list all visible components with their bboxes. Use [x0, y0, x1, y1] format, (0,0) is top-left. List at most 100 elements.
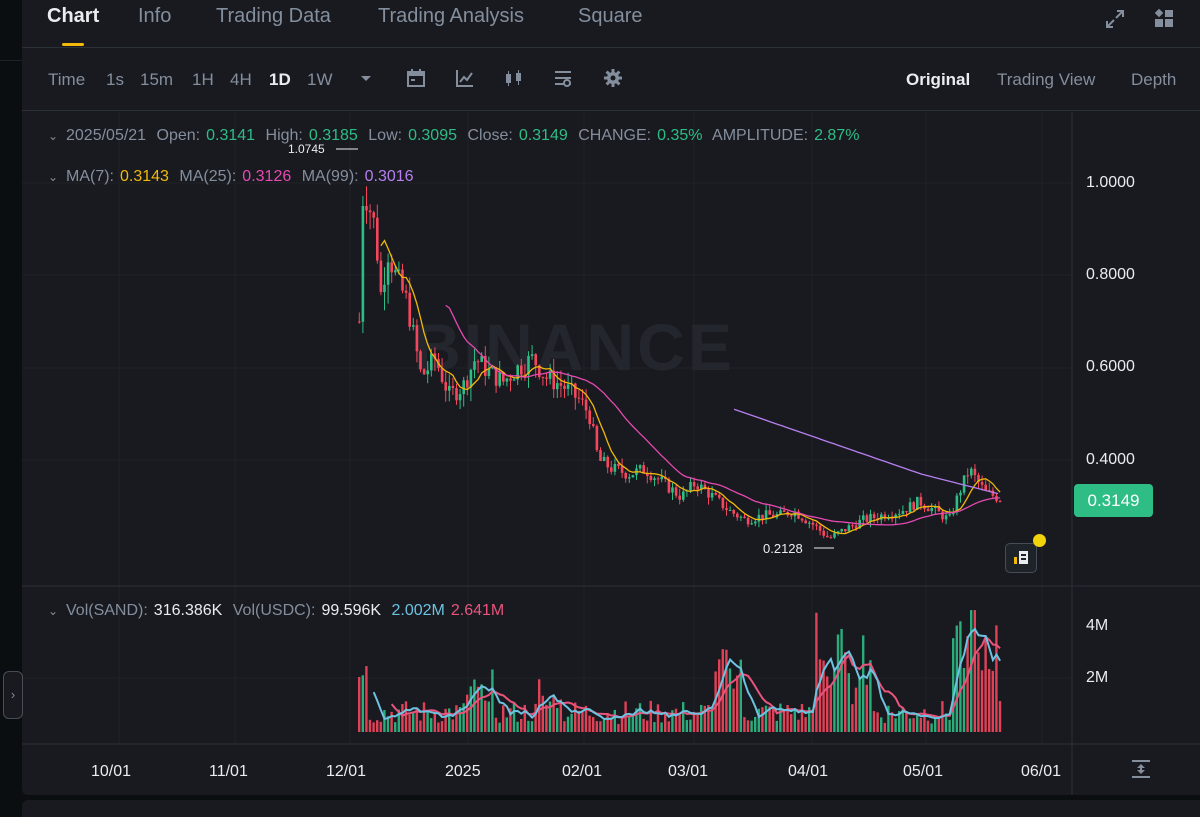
candle-body	[761, 514, 764, 520]
interval-15m[interactable]: 15m	[140, 70, 174, 89]
candle-body	[984, 484, 987, 491]
candle-body	[646, 473, 649, 476]
candle-body	[959, 492, 962, 496]
volume-bar	[527, 720, 530, 732]
candle-body	[790, 515, 793, 517]
volume-bar	[476, 686, 480, 732]
volume-bar	[840, 628, 843, 732]
collapse-caret-icon[interactable]: ⌄	[48, 129, 59, 143]
interval-1d[interactable]: 1D	[269, 70, 291, 89]
tab-info[interactable]: Info	[138, 5, 172, 27]
candle-body	[527, 355, 530, 375]
tab-bar: Chart Info Trading Data Trading Analysis…	[22, 0, 1200, 48]
fit-vertical-icon[interactable]	[1130, 758, 1152, 780]
volume-bar	[649, 700, 652, 732]
indicator-icon[interactable]	[455, 68, 475, 88]
candle-body	[358, 321, 361, 323]
interval-time[interactable]: Time	[48, 70, 86, 89]
volume-bar	[484, 700, 487, 732]
candle-body	[710, 492, 714, 498]
vol-usdc-value: 99.596K	[321, 602, 382, 619]
vol-ma2-value: 2.641M	[450, 602, 505, 619]
volume-bar	[653, 722, 656, 732]
vol-usdc-label: Vol(USDC):	[232, 602, 316, 619]
expand-sidebar-button[interactable]: ›	[3, 671, 23, 719]
volume-bars	[358, 610, 1002, 732]
view-original[interactable]: Original	[906, 70, 971, 89]
volume-bar	[498, 722, 501, 732]
volume-bar	[919, 717, 922, 732]
volume-bar	[793, 710, 796, 732]
view-depth[interactable]: Depth	[1131, 70, 1177, 89]
candle-body	[811, 522, 815, 525]
volume-bar	[610, 717, 613, 732]
candle-body	[624, 472, 627, 479]
candle-body	[649, 475, 653, 480]
volume-bar	[505, 717, 508, 732]
ohlc-legend: ⌄ 2025/05/21 Open: 0.3141 High: 0.3185 Low:…	[48, 127, 865, 145]
volume-bar	[502, 705, 505, 732]
candle-body	[440, 367, 444, 383]
candle-body	[520, 365, 523, 375]
candle-body	[944, 515, 948, 520]
tab-chart[interactable]: Chart	[47, 5, 100, 27]
candle-body	[376, 217, 379, 261]
candle-body	[750, 523, 753, 525]
order-book-button[interactable]	[1005, 543, 1037, 573]
interval-1s[interactable]: 1s	[106, 70, 124, 89]
tab-trading-data[interactable]: Trading Data	[216, 5, 331, 27]
volume-bar	[394, 722, 397, 732]
candle-body	[764, 510, 768, 520]
candle-body	[736, 513, 739, 518]
candle-body	[556, 383, 559, 390]
volume-bar	[710, 707, 714, 732]
collapse-caret-icon[interactable]: ⌄	[48, 170, 59, 184]
candle-body	[523, 374, 527, 376]
fullscreen-icon[interactable]	[1104, 8, 1126, 30]
candle-body	[872, 514, 876, 519]
candle-type-icon[interactable]	[504, 68, 524, 88]
volume-bar	[732, 688, 735, 732]
volume-bar	[937, 717, 940, 732]
candle-body	[901, 511, 905, 515]
tab-trading-analysis[interactable]: Trading Analysis	[378, 5, 524, 27]
volume-bar	[862, 635, 865, 732]
volume-bar	[826, 676, 829, 732]
volume-bar	[671, 710, 674, 732]
candle-body	[638, 465, 642, 469]
close-value: 0.3149	[518, 127, 568, 144]
price-tick: 0.4000	[1086, 451, 1135, 468]
candle-body	[865, 515, 869, 522]
settings-list-icon[interactable]	[553, 68, 573, 88]
interval-1h[interactable]: 1H	[192, 70, 214, 89]
volume-bar	[491, 669, 494, 732]
gear-icon[interactable]	[603, 68, 623, 88]
volume-bar	[797, 719, 800, 732]
volume-bar	[998, 701, 1002, 732]
volume-bar	[768, 706, 771, 732]
volume-bar	[588, 715, 591, 732]
high-label: High:	[265, 127, 303, 144]
candle-body	[692, 482, 696, 487]
ma99-value: 0.3016	[364, 168, 414, 185]
view-trading-view[interactable]: Trading View	[997, 70, 1096, 89]
volume-bar	[386, 716, 390, 732]
high-annotation: 1.0745	[288, 142, 325, 156]
layout-grid-icon[interactable]	[1153, 8, 1175, 30]
volume-bar	[466, 694, 469, 732]
volume-bar	[552, 694, 555, 732]
open-label: Open:	[156, 127, 201, 144]
volume-bar	[743, 717, 746, 732]
collapse-caret-icon[interactable]: ⌄	[48, 604, 59, 618]
candle-body	[926, 508, 930, 512]
interval-1w[interactable]: 1W	[307, 70, 333, 89]
interval-4h[interactable]: 4H	[230, 70, 252, 89]
candle-body	[628, 477, 631, 479]
candle-body	[361, 206, 365, 322]
volume-bar	[523, 704, 526, 732]
calendar-icon[interactable]	[406, 68, 426, 88]
tab-square[interactable]: Square	[578, 5, 643, 27]
dropdown-caret-icon[interactable]	[356, 68, 376, 88]
candle-body	[559, 383, 563, 386]
price-chart[interactable]: BINANCE 1.0745 0.2128	[22, 112, 1200, 795]
